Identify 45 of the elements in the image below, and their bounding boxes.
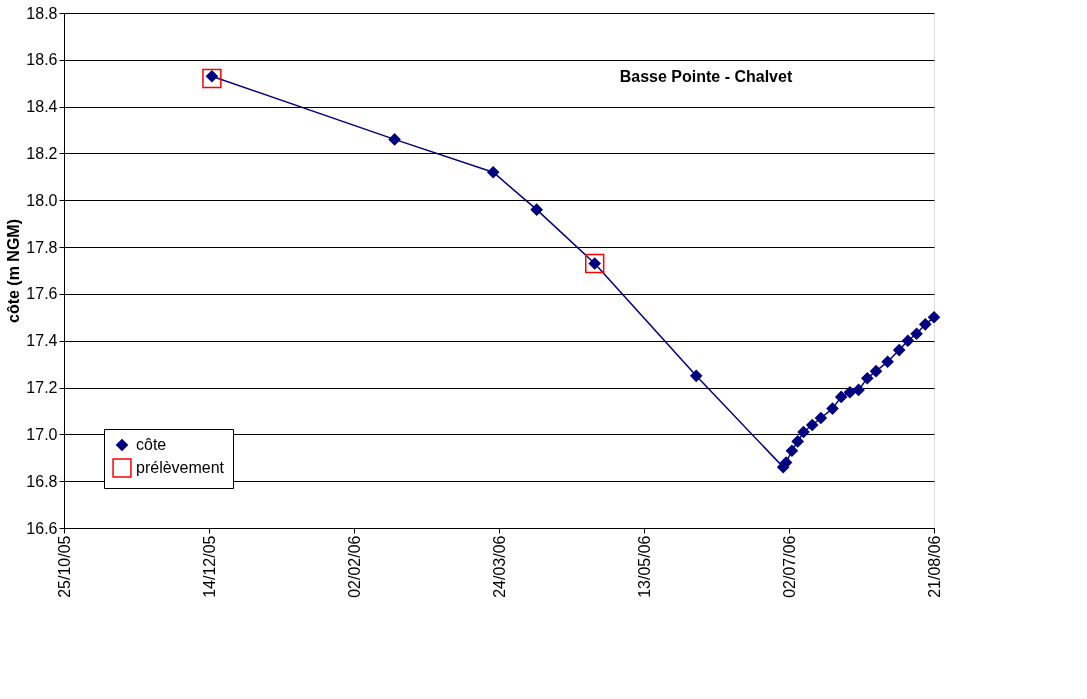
point (910, 327, 923, 340)
point (806, 419, 819, 431)
y-tick-label: 17.4 (26, 332, 58, 350)
x-tick-label: 14/12/05 (200, 535, 218, 598)
point (893, 344, 906, 357)
y-tick-label: 17.0 (26, 425, 58, 443)
point (797, 426, 810, 439)
legend-label: prélèvement (136, 459, 225, 476)
x-tick-label: 21/08/06 (925, 535, 943, 598)
point (791, 435, 804, 448)
x-tick-label: 02/07/06 (780, 535, 798, 598)
point (901, 334, 914, 347)
y-tick-label: 16.6 (26, 519, 58, 537)
point (843, 386, 856, 399)
point (487, 166, 500, 179)
point (919, 318, 932, 331)
x-tick-label: 02/02/06 (345, 535, 363, 598)
point (690, 369, 703, 382)
text: Basse Pointe - Chalvet (619, 68, 793, 85)
point (202, 68, 222, 89)
x-tick-label: 24/03/06 (490, 535, 508, 598)
point (861, 372, 874, 385)
point (826, 402, 839, 415)
point (814, 411, 827, 424)
point (785, 444, 798, 457)
y-tick-label: 18.4 (26, 98, 58, 116)
y-tick-label: 18.0 (26, 191, 58, 209)
y-tick-label: 16.8 (26, 472, 58, 490)
legend-label: côte (136, 436, 167, 453)
point (881, 355, 894, 368)
x-tick-label: 25/10/05 (55, 535, 73, 598)
point (870, 365, 882, 378)
y-tick-label: 18.6 (26, 51, 58, 69)
point (530, 203, 543, 216)
point (852, 383, 865, 396)
point (835, 390, 848, 403)
y-tick-label: 18.8 (26, 4, 58, 22)
point (388, 133, 401, 146)
y-tick-label: 17.8 (26, 238, 58, 256)
y-axis-title: côte (m NGM) (5, 219, 23, 323)
y-tick-label: 18.2 (26, 144, 58, 162)
y-tick-label: 17.6 (26, 285, 58, 303)
point (928, 311, 940, 324)
y-tick-label: 17.2 (26, 379, 58, 397)
x-tick-label: 13/05/06 (635, 535, 653, 598)
